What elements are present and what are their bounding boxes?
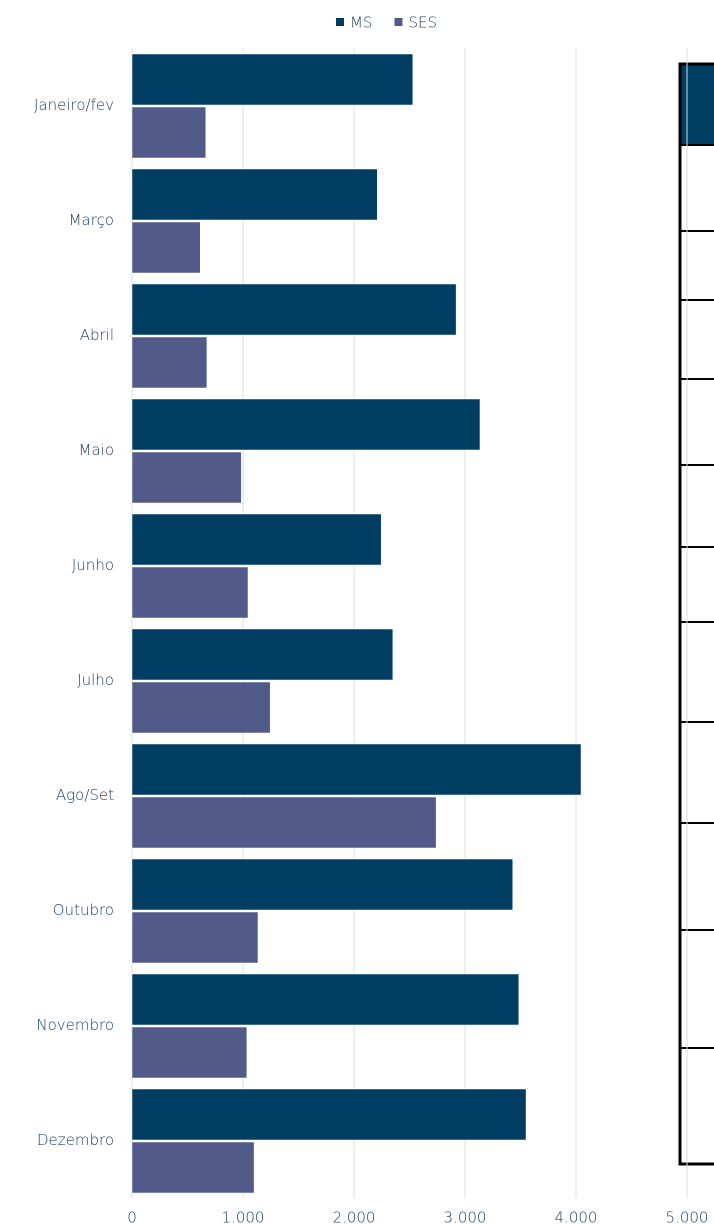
y-tick-label: Dezembro	[37, 1131, 114, 1149]
y-tick-label: Ago/Set	[56, 786, 114, 804]
bar	[131, 858, 513, 911]
bar	[131, 628, 394, 681]
y-tick-label: Março	[69, 211, 114, 229]
y-tick-label: Janeiro/fev	[34, 96, 114, 114]
bar	[131, 53, 414, 106]
bar	[131, 398, 481, 451]
bar	[131, 743, 582, 796]
x-tick-label: 5.000	[666, 1209, 709, 1224]
bar	[131, 1026, 248, 1079]
y-tick-label: Novembro	[36, 1016, 114, 1034]
bar	[131, 336, 208, 389]
x-tick-label: 0	[127, 1209, 137, 1224]
table-rows	[680, 144, 714, 1049]
table-header	[680, 64, 714, 145]
x-tick-label: 1.000	[222, 1209, 265, 1224]
x-tick-label: 3.000	[444, 1209, 487, 1224]
x-tick-label: 2.000	[333, 1209, 376, 1224]
bar	[131, 1141, 255, 1194]
bar	[131, 168, 378, 221]
bar	[131, 513, 382, 566]
bar	[131, 566, 249, 619]
y-tick-label: Maio	[79, 441, 114, 459]
legend-label: SES	[408, 14, 437, 32]
bar	[131, 221, 201, 274]
bar	[131, 681, 271, 734]
side-table	[678, 62, 714, 1166]
bar	[131, 106, 207, 159]
bar	[131, 451, 242, 504]
y-tick-label: Outubro	[53, 901, 114, 919]
legend-swatch	[336, 18, 344, 26]
bar	[131, 283, 457, 336]
bar	[131, 1088, 527, 1141]
bar	[131, 796, 437, 849]
legend-swatch	[394, 18, 403, 26]
bar	[131, 911, 259, 964]
x-tick-label: 4.000	[555, 1209, 598, 1224]
table-border	[678, 62, 714, 1166]
legend-label: MS	[350, 14, 372, 32]
y-tick-label: Abril	[80, 326, 114, 344]
y-tick-label: Julho	[77, 671, 114, 689]
y-tick-label: Junho	[72, 556, 114, 574]
bar	[131, 973, 520, 1026]
